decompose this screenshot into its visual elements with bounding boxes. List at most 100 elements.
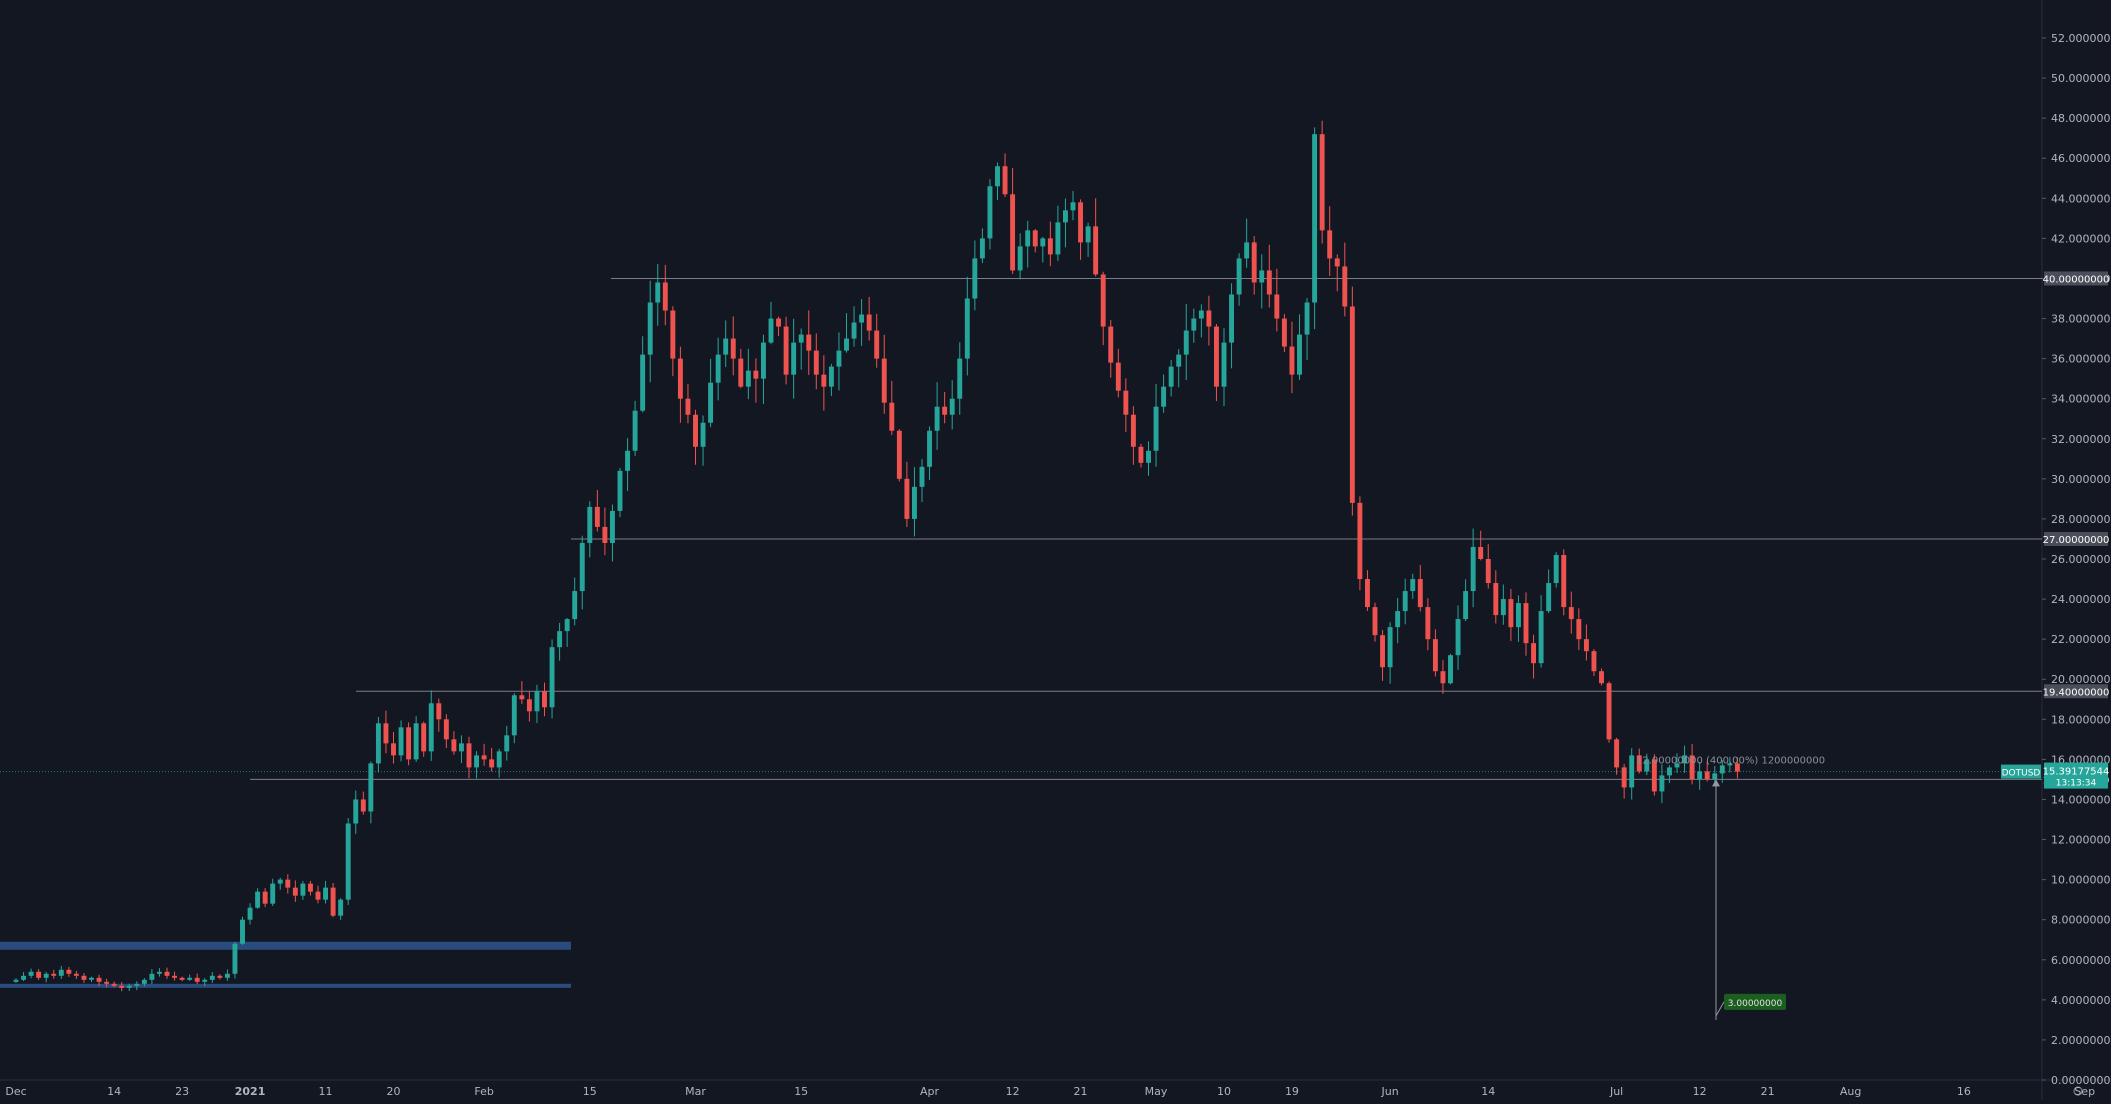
y-tick-label: 12.00000000 <box>2051 834 2111 847</box>
candle-body <box>232 943 238 974</box>
candle-body <box>836 350 842 367</box>
x-tick-label: 21 <box>1761 1085 1775 1098</box>
x-tick-label: Dec <box>5 1085 26 1098</box>
candle-body <box>1198 310 1204 319</box>
y-tick-label: 44.00000000 <box>2051 192 2111 205</box>
candle-body <box>36 971 42 978</box>
candle-body <box>383 723 389 744</box>
candle-body <box>1410 579 1416 592</box>
candle-body <box>247 907 253 920</box>
candle-body <box>172 975 178 978</box>
candle-body <box>896 430 902 479</box>
candle-body <box>1115 362 1121 391</box>
level-price-tag <box>2044 271 2108 286</box>
candle-body <box>126 985 132 988</box>
candle-body <box>625 450 631 471</box>
candle-body <box>466 743 472 768</box>
candle-body <box>413 723 419 760</box>
y-tick-label: 48.00000000 <box>2051 112 2111 125</box>
x-tick-label: 12 <box>1693 1085 1707 1098</box>
y-tick-label: 10.00000000 <box>2051 874 2111 887</box>
level-price-tag <box>2044 684 2108 699</box>
x-tick-label: 2021 <box>235 1085 266 1098</box>
candle-body <box>866 314 872 331</box>
candle-body <box>1289 346 1295 375</box>
candle-body <box>43 973 49 978</box>
x-tick-label: 16 <box>1957 1085 1971 1098</box>
candle-body <box>1130 414 1136 447</box>
candle-body <box>1719 765 1725 774</box>
candle-body <box>549 647 555 708</box>
support-zone <box>0 983 571 988</box>
candle-body <box>889 402 895 431</box>
candle-body <box>1251 242 1257 283</box>
candle-body <box>1274 294 1280 319</box>
x-tick-label: 11 <box>319 1085 333 1098</box>
time-axis[interactable]: Dec 14 23 2021 11 20 Feb 15 Mar 15 Apr 12 21 May 10 19 J… <box>5 1085 2095 1098</box>
axis-price-labels: 40.0000000027.0000000019.4000000015.0000… <box>2001 271 2110 789</box>
candle-body <box>489 759 495 768</box>
measure-target-box <box>1724 993 1786 1010</box>
candle-body <box>934 406 940 431</box>
candle-body <box>323 887 329 900</box>
candle-body <box>1463 591 1469 620</box>
candle-body <box>451 739 457 752</box>
candle-body <box>391 743 396 756</box>
symbol-tag <box>2001 764 2041 779</box>
candle-body <box>700 422 706 447</box>
candle-body <box>1032 230 1038 247</box>
candle-body <box>1221 342 1227 387</box>
candle-body <box>806 334 812 351</box>
x-tick-label: 15 <box>583 1085 597 1098</box>
candle-body <box>194 977 200 982</box>
candle-body <box>360 799 366 812</box>
level-price-tag-text: 27.00000000 <box>2043 535 2110 546</box>
candle-body <box>458 743 464 752</box>
candle-body <box>96 977 102 982</box>
candle-body <box>330 887 336 916</box>
candle-body <box>881 358 887 403</box>
y-tick-label: 50.00000000 <box>2051 72 2111 85</box>
candle-body <box>1025 230 1031 247</box>
candle-body <box>1485 559 1491 584</box>
candle-body <box>662 282 668 311</box>
price-axis[interactable]: 0.00000000 2.00000000 4.00000000 6.00000000… <box>2042 32 2111 1096</box>
candle-body <box>1138 446 1144 463</box>
candle-body <box>1689 755 1695 780</box>
candle-body <box>511 695 517 736</box>
candle-body <box>21 975 27 980</box>
candle-body <box>519 695 525 700</box>
y-tick-label: 38.00000000 <box>2051 313 2111 326</box>
candle-body <box>579 542 585 592</box>
x-tick-label: 20 <box>387 1085 401 1098</box>
candle-body <box>526 699 532 712</box>
x-tick-label: Apr <box>920 1085 940 1098</box>
candle-body <box>262 891 268 904</box>
candle-body <box>209 975 215 980</box>
candle-body <box>987 186 993 239</box>
candle-body <box>406 727 412 760</box>
x-tick-label: 12 <box>1006 1085 1020 1098</box>
y-tick-label: 52.00000000 <box>2051 32 2111 45</box>
y-tick-label: 32.00000000 <box>2051 433 2111 446</box>
x-tick-label: 10 <box>1217 1085 1231 1098</box>
settings-gear-icon[interactable] <box>2073 1086 2083 1096</box>
candle-body <box>1621 767 1627 788</box>
candle-body <box>1659 775 1665 792</box>
candle-body <box>436 703 442 720</box>
candle-body <box>798 334 804 343</box>
candle-body <box>1387 627 1393 668</box>
candle-body <box>647 302 653 355</box>
y-tick-label: 36.00000000 <box>2051 353 2111 366</box>
candle-body <box>1168 366 1174 387</box>
candle-body <box>753 370 759 379</box>
x-tick-label: May <box>1145 1085 1168 1098</box>
candle-body <box>1734 763 1740 772</box>
candle-body <box>1478 546 1484 559</box>
candle-body <box>1161 386 1167 407</box>
candle-body <box>277 879 283 884</box>
candle-body <box>285 879 291 888</box>
support-zone <box>0 941 571 950</box>
candle-body <box>609 510 615 543</box>
